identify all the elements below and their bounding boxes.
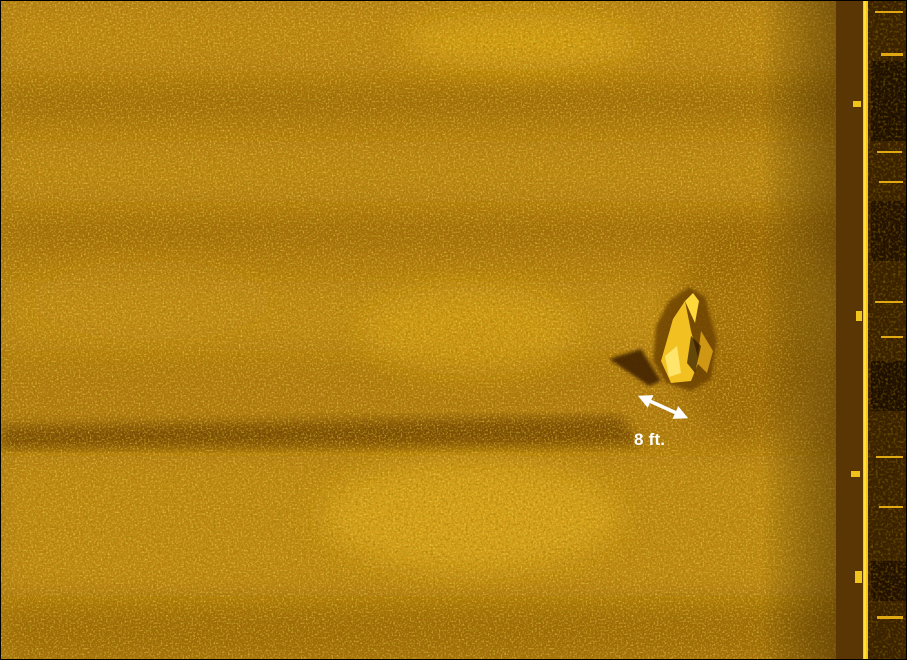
dark-grain (1, 1, 861, 659)
scale-label: 8 ft. (634, 430, 666, 449)
target-object (609, 287, 717, 391)
nadir-strip (836, 1, 906, 659)
scale-arrow (637, 395, 689, 419)
